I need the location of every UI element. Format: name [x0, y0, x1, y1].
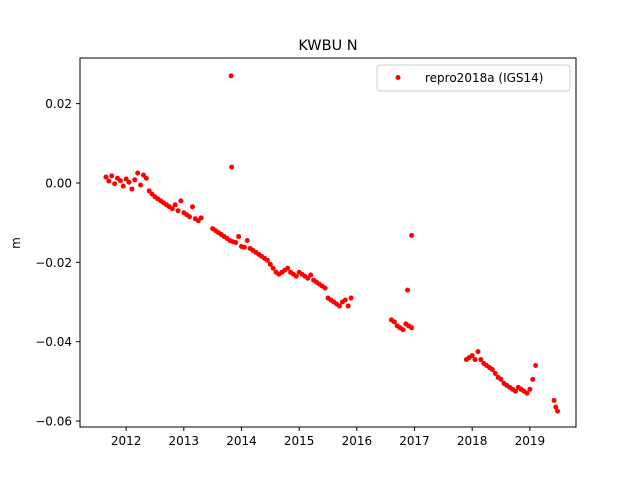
data-point — [135, 170, 141, 176]
legend-marker — [395, 75, 401, 80]
data-point — [175, 208, 181, 214]
data-point — [527, 386, 533, 392]
legend: repro2018a (IGS14) — [376, 64, 571, 92]
x-tick-label: 2013 — [169, 434, 200, 448]
x-axis-ticks: 2012 2013 2014 2015 2016 2017 2018 2019 — [111, 427, 545, 448]
data-point — [293, 273, 299, 279]
data-point — [553, 404, 559, 410]
data-point — [112, 181, 118, 187]
data-point — [409, 232, 415, 238]
y-axis-ticks: 0.02 0.00 −0.02 −0.04 −0.06 — [35, 97, 80, 429]
data-point — [409, 325, 415, 331]
data-point — [117, 178, 123, 184]
data-point — [120, 183, 126, 189]
data-point — [169, 206, 175, 212]
x-tick-label: 2016 — [342, 434, 373, 448]
x-tick-label: 2018 — [457, 434, 488, 448]
y-tick-label: 0.02 — [45, 97, 72, 111]
data-point — [132, 177, 138, 183]
data-point — [533, 363, 539, 368]
data-point — [146, 188, 152, 194]
data-point — [285, 265, 291, 271]
data-point — [129, 186, 135, 192]
plot-frame — [79, 57, 577, 428]
data-point — [551, 397, 557, 403]
data-point — [236, 234, 242, 240]
data-point — [524, 390, 530, 396]
x-tick-label: 2017 — [399, 434, 430, 448]
data-point — [512, 388, 518, 394]
data-point — [469, 353, 475, 359]
data-point — [475, 349, 481, 355]
legend-box — [376, 64, 571, 92]
data-point — [241, 244, 247, 250]
y-tick-label: −0.02 — [35, 256, 72, 270]
data-point — [103, 174, 109, 180]
data-point — [342, 297, 348, 303]
data-point — [233, 240, 239, 245]
data-point — [270, 265, 276, 271]
y-tick-label: −0.04 — [35, 335, 72, 349]
x-tick-label: 2014 — [226, 434, 257, 448]
x-tick-label: 2012 — [111, 434, 142, 448]
legend-label: repro2018a (IGS14) — [425, 71, 543, 85]
data-point — [228, 73, 234, 79]
data-point — [229, 164, 235, 170]
data-point — [492, 370, 498, 376]
data-point — [123, 176, 129, 182]
data-point — [337, 303, 343, 309]
data-point — [391, 319, 397, 325]
data-point — [405, 287, 411, 293]
x-tick-label: 2019 — [515, 434, 546, 448]
y-axis-label: m — [9, 237, 23, 249]
data-point — [348, 295, 354, 301]
data-point — [189, 204, 195, 210]
data-point — [106, 178, 112, 184]
data-point — [244, 238, 250, 244]
data-point — [530, 376, 536, 382]
data-point — [264, 257, 270, 263]
data-point — [267, 261, 273, 267]
x-tick-label: 2015 — [284, 434, 315, 448]
chart-title: KWBU N — [298, 38, 357, 54]
data-point — [308, 272, 314, 278]
y-tick-label: −0.06 — [35, 415, 72, 429]
data-point — [143, 175, 149, 181]
data-point — [109, 173, 115, 179]
data-point — [322, 285, 328, 291]
data-point — [489, 366, 495, 372]
data-point — [555, 408, 561, 414]
data-point — [305, 275, 311, 281]
data-point — [187, 214, 193, 220]
data-point — [198, 215, 204, 221]
y-tick-label: 0.00 — [45, 176, 72, 190]
data-point — [138, 182, 144, 188]
data-points — [103, 73, 561, 414]
data-point — [126, 179, 132, 185]
data-point — [345, 303, 351, 309]
data-point — [478, 357, 484, 363]
data-point — [498, 376, 504, 382]
data-point — [140, 172, 146, 178]
data-point — [472, 357, 478, 363]
data-point — [178, 198, 184, 204]
data-point — [400, 327, 406, 333]
data-point — [172, 202, 178, 208]
